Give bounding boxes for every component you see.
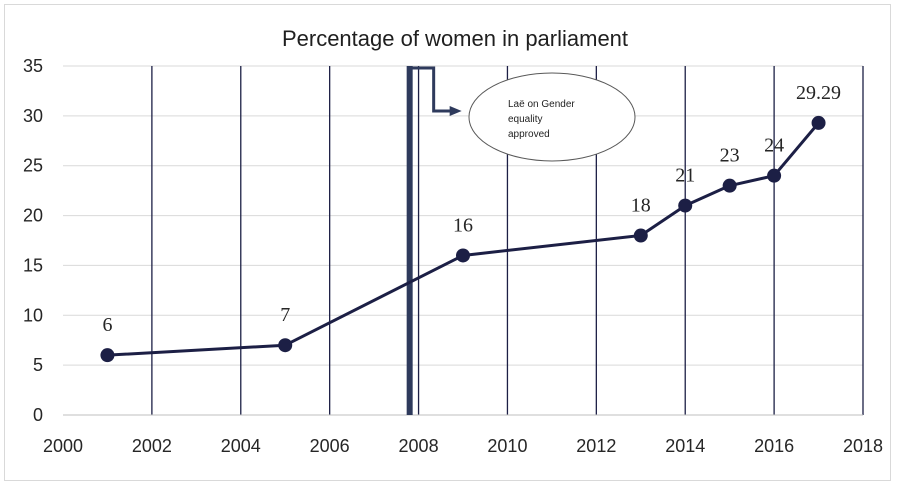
- data-point-2013: [633, 228, 648, 243]
- x-tick-label-2014: 2014: [665, 436, 705, 456]
- x-tick-label-2010: 2010: [487, 436, 527, 456]
- series-line: [107, 121, 820, 357]
- data-point-2015: [722, 178, 737, 193]
- annotation-ellipse: [468, 72, 636, 162]
- x-tick-label-2012: 2012: [576, 436, 616, 456]
- annotation-line-3: approved: [508, 129, 550, 140]
- data-label-2009: 16: [453, 214, 473, 236]
- x-tick-label-2000: 2000: [43, 436, 83, 456]
- data-label-2013: 18: [631, 195, 651, 217]
- annotation-line-1: Laë on Gender: [508, 99, 575, 110]
- x-axis-tick-labels: 2000 2002 2004 2006 2008 2010 2012 2014 2016 2018: [43, 436, 883, 456]
- x-tick-label-2016: 2016: [754, 436, 794, 456]
- data-label-2017: 29.29: [796, 82, 841, 104]
- data-label-2016: 24: [764, 135, 784, 157]
- x-tick-label-2018: 2018: [843, 436, 883, 456]
- annotation-arrowhead: [449, 106, 462, 116]
- data-label-2001: 6: [102, 314, 112, 336]
- data-point-2014: [678, 198, 693, 213]
- x-tick-label-2002: 2002: [132, 436, 172, 456]
- annotation-callout: Laë on Gender equality approved: [468, 72, 636, 162]
- series-polyline: [107, 121, 820, 357]
- y-axis-tick-labels: 0 5 10 15 20 25 30 35: [23, 56, 43, 425]
- data-point-2017: [811, 115, 826, 130]
- y-tick-label-25: 25: [23, 156, 43, 176]
- annotation-arrow: [409, 66, 452, 113]
- data-point-2001: [100, 348, 115, 363]
- data-point-2005: [278, 338, 293, 353]
- data-label-2014: 21: [675, 165, 695, 187]
- y-tick-label-15: 15: [23, 255, 43, 275]
- y-tick-label-0: 0: [33, 405, 43, 425]
- y-tick-label-30: 30: [23, 106, 43, 126]
- data-points: [100, 115, 826, 363]
- y-tick-label-5: 5: [33, 355, 43, 375]
- data-label-2005: 7: [280, 304, 290, 326]
- data-point-2016: [767, 168, 782, 183]
- annotation-marker: [406, 66, 462, 415]
- data-point-2009: [456, 248, 470, 263]
- horizontal-gridlines: [63, 65, 863, 366]
- y-tick-label-35: 35: [23, 56, 43, 76]
- chart-title: Percentage of women in parliament: [282, 26, 628, 51]
- y-tick-label-20: 20: [23, 206, 43, 226]
- data-labels: 6 7 16 18 21 23 24 29.29: [102, 82, 841, 336]
- x-tick-label-2006: 2006: [310, 436, 350, 456]
- annotation-line-2: equality: [508, 114, 542, 125]
- x-tick-label-2008: 2008: [399, 436, 439, 456]
- data-label-2015: 23: [720, 145, 740, 167]
- y-tick-label-10: 10: [23, 305, 43, 325]
- x-tick-label-2004: 2004: [221, 436, 261, 456]
